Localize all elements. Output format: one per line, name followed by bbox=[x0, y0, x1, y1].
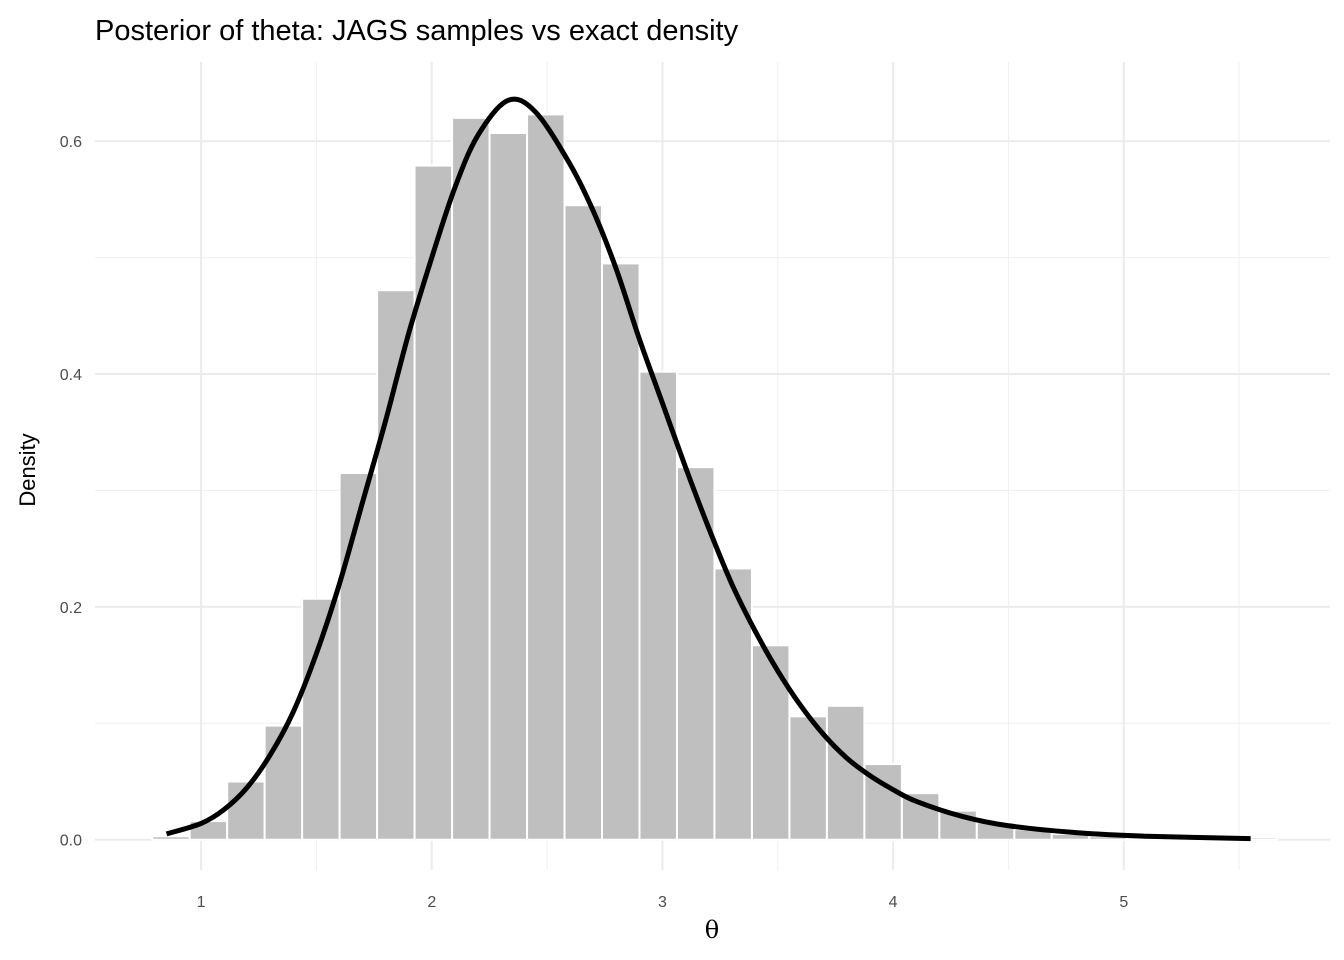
x-axis-label: θ bbox=[705, 916, 719, 944]
x-tick-label: 2 bbox=[427, 894, 436, 911]
histogram-bar bbox=[151, 835, 191, 841]
x-axis-ticks: 1 2 3 4 5 bbox=[197, 894, 1129, 911]
histogram-bar bbox=[825, 704, 866, 841]
y-axis-ticks: 0.0 0.2 0.4 0.6 bbox=[60, 134, 82, 850]
y-tick-label: 0.6 bbox=[60, 134, 82, 151]
histogram-bar bbox=[338, 471, 379, 841]
histogram-bar bbox=[451, 116, 491, 841]
histogram-bar bbox=[601, 262, 641, 841]
histogram-bar bbox=[413, 164, 454, 841]
x-tick-label: 5 bbox=[1119, 894, 1128, 911]
y-tick-label: 0.4 bbox=[60, 367, 82, 384]
x-tick-label: 3 bbox=[658, 894, 667, 911]
x-tick-label: 1 bbox=[197, 894, 206, 911]
histogram-bar bbox=[750, 644, 791, 841]
y-tick-label: 0.0 bbox=[60, 833, 82, 850]
histogram-bar bbox=[788, 715, 828, 841]
density-curve bbox=[165, 96, 1251, 842]
histogram-bar bbox=[488, 132, 529, 841]
histogram-bar bbox=[263, 724, 304, 841]
y-tick-label: 0.2 bbox=[60, 600, 82, 617]
y-axis-label: Density bbox=[15, 433, 40, 506]
x-tick-label: 4 bbox=[889, 894, 898, 911]
histogram-bar bbox=[526, 113, 566, 841]
chart-title: Posterior of theta: JAGS samples vs exac… bbox=[95, 15, 739, 47]
histogram-bars bbox=[151, 113, 1278, 841]
histogram-bar bbox=[638, 370, 678, 841]
histogram-bar bbox=[563, 204, 604, 841]
